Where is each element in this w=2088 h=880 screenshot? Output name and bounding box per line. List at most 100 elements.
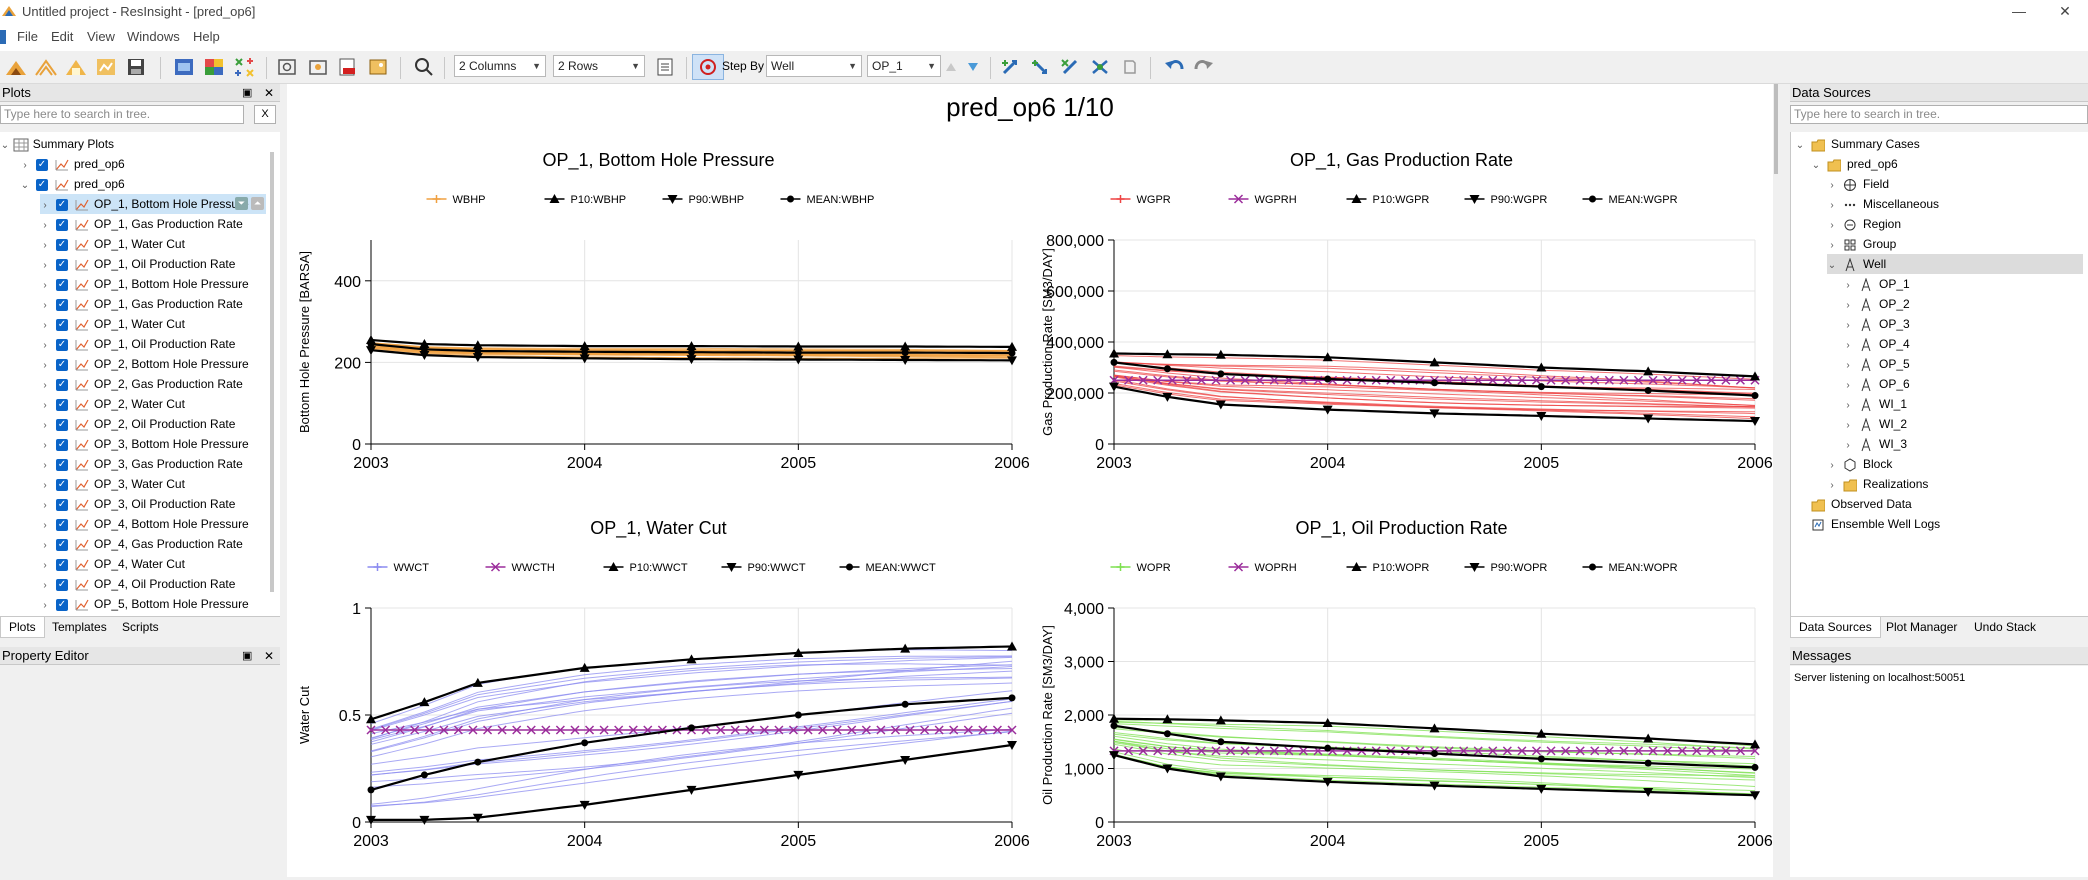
step-by-combo[interactable]: Well ▼ (766, 55, 862, 77)
expand-icon[interactable]: ⌄ (0, 140, 10, 151)
expand-icon[interactable]: › (43, 320, 47, 331)
expand-icon[interactable]: › (43, 340, 47, 351)
checkbox[interactable]: ✓ (56, 298, 68, 311)
expand-icon[interactable]: › (1846, 380, 1850, 391)
tree-row-realizations[interactable]: › Realizations (1827, 474, 1928, 494)
chart-water-cut[interactable]: OP_1, Water Cut WWCT WWCTH P10:WWCT P90:WWCT… (287, 502, 1030, 877)
expand-icon[interactable]: › (43, 380, 47, 391)
menu-view[interactable]: View (87, 29, 115, 44)
tree-row-op-4-water-cut[interactable]: › ✓ OP_4, Water Cut (40, 554, 185, 574)
tree-row-region[interactable]: › Region (1827, 214, 1901, 234)
tree-row-pred-op6[interactable]: › ✓ pred_op6 (20, 154, 124, 174)
tree-row-ensemble-well-logs[interactable]: Ensemble Well Logs (1795, 514, 1940, 534)
expand-icon[interactable]: › (43, 300, 47, 311)
3d-view-icon[interactable] (172, 55, 196, 79)
legend-item-wbhp[interactable]: WBHP (426, 194, 486, 206)
tree-row-op-3-oil-production-rate[interactable]: › ✓ OP_3, Oil Production Rate (40, 494, 235, 514)
clear-search-button[interactable]: X (254, 105, 276, 124)
tree-row-wi-3[interactable]: › WI_3 (1843, 434, 1907, 454)
chart-bottom-hole-pressure[interactable]: OP_1, Bottom Hole Pressure WBHP P10:WBHP P9… (287, 134, 1030, 499)
refresh-icon[interactable] (1118, 55, 1142, 79)
checkbox[interactable]: ✓ (56, 378, 68, 391)
tab-templates[interactable]: Templates (52, 620, 107, 634)
tree-row-op-4-gas-production-rate[interactable]: › ✓ OP_4, Gas Production Rate (40, 534, 242, 554)
export-pdf-icon[interactable] (336, 55, 360, 79)
expand-icon[interactable]: › (1846, 420, 1850, 431)
expand-icon[interactable]: › (1830, 220, 1834, 231)
checkbox[interactable]: ✓ (56, 438, 68, 451)
checkbox[interactable]: ✓ (56, 518, 68, 531)
tree-row-op-1-water-cut[interactable]: › ✓ OP_1, Water Cut (40, 234, 185, 254)
checkbox[interactable]: ✓ (56, 358, 68, 371)
tree-row-pred-op6[interactable]: ⌄ pred_op6 (1811, 154, 1898, 174)
expand-icon[interactable]: › (43, 420, 47, 431)
rows-combo[interactable]: 2 Rows ▼ (553, 55, 645, 77)
new-project-icon[interactable] (4, 55, 28, 79)
tree-row-well[interactable]: ⌄ Well (1827, 254, 2083, 274)
expand-icon[interactable]: › (43, 200, 47, 211)
expand-icon[interactable]: › (43, 600, 47, 611)
expand-icon[interactable]: › (43, 500, 47, 511)
tree-row-op-5-bottom-hole-pressure[interactable]: › ✓ OP_5, Bottom Hole Pressure (40, 594, 248, 614)
tree-row-op-1-bottom-hole-pressure[interactable]: › ✓ OP_1, Bottom Hole Pressure (40, 274, 248, 294)
expand-icon[interactable]: › (1846, 360, 1850, 371)
tree-row-op-2-bottom-hole-pressure[interactable]: › ✓ OP_2, Bottom Hole Pressure (40, 354, 248, 374)
snapshot-icon[interactable] (276, 55, 300, 79)
collapse-icon[interactable]: ⌄ (1811, 160, 1821, 171)
menu-help[interactable]: Help (193, 29, 220, 44)
legend-item-mean-wbhp[interactable]: MEAN:WBHP (780, 194, 875, 206)
save-icon[interactable] (124, 55, 148, 79)
legend-item-p10-wwct[interactable]: P10:WWCT (603, 562, 688, 574)
checkbox[interactable]: ✓ (56, 418, 68, 431)
legend-item-wwct[interactable]: WWCT (367, 562, 430, 574)
expand-icon[interactable]: › (43, 360, 47, 371)
legend-item-p10-wgpr[interactable]: P10:WGPR (1346, 194, 1430, 206)
menu-windows[interactable]: Windows (127, 29, 180, 44)
tab-data-sources[interactable]: Data Sources (1790, 617, 1881, 638)
import-summary-icon[interactable] (94, 55, 118, 79)
close-button[interactable]: ✕ (2059, 3, 2071, 19)
add-items-icon[interactable] (232, 55, 256, 79)
move-down-icon[interactable]: ⏷ (235, 197, 248, 210)
tree-row-op-4-oil-production-rate[interactable]: › ✓ OP_4, Oil Production Rate (40, 574, 235, 594)
checkbox[interactable]: ✓ (56, 278, 68, 291)
menu-edit[interactable]: Edit (51, 29, 74, 44)
expand-icon[interactable]: › (1830, 200, 1834, 211)
well-combo[interactable]: OP_1 ▼ (867, 55, 941, 77)
expand-icon[interactable]: › (23, 160, 27, 171)
create-cross-plot-icon[interactable] (1058, 55, 1082, 79)
tree-row-summary-plots[interactable]: ⌄ Summary Plots (0, 134, 114, 154)
legend-item-wwcth[interactable]: WWCTH (485, 562, 555, 574)
tree-row-op-4[interactable]: › OP_4 (1843, 334, 1909, 354)
checkbox[interactable]: ✓ (56, 578, 68, 591)
open-project-icon[interactable] (34, 55, 58, 79)
legend-item-p10-wbhp[interactable]: P10:WBHP (544, 194, 627, 206)
tree-row-observed-data[interactable]: Observed Data (1795, 494, 1912, 514)
collapse-icon[interactable]: ⌄ (20, 180, 30, 191)
chart-gas-production-rate[interactable]: OP_1, Gas Production Rate WGPR WGPRH P10:WG… (1030, 134, 1773, 499)
checkbox[interactable]: ✓ (56, 258, 68, 271)
expand-icon[interactable]: › (43, 560, 47, 571)
next-arrow-icon[interactable] (966, 60, 980, 74)
chart-oil-production-rate[interactable]: OP_1, Oil Production Rate WOPR WOPRH P10:WO… (1030, 502, 1773, 877)
tree-row-op-2-water-cut[interactable]: › ✓ OP_2, Water Cut (40, 394, 185, 414)
checkbox[interactable]: ✓ (56, 478, 68, 491)
tree-row-miscellaneous[interactable]: › Miscellaneous (1827, 194, 1939, 214)
tree-row-op-4-bottom-hole-pressure[interactable]: › ✓ OP_4, Bottom Hole Pressure (40, 514, 248, 534)
legend-item-woprh[interactable]: WOPRH (1228, 562, 1297, 574)
checkbox[interactable]: ✓ (56, 398, 68, 411)
legend-item-wgpr[interactable]: WGPR (1110, 194, 1171, 206)
append-plot-icon[interactable] (1028, 55, 1052, 79)
tree-row-group[interactable]: › Group (1827, 234, 1896, 254)
tree-row-op-2[interactable]: › OP_2 (1843, 294, 1909, 314)
checkbox[interactable]: ✓ (56, 598, 68, 611)
import-case-icon[interactable] (64, 55, 88, 79)
tree-row-wi-1[interactable]: › WI_1 (1843, 394, 1907, 414)
collapse-icon[interactable]: ⌄ (1827, 260, 1837, 271)
tree-row-op-3-gas-production-rate[interactable]: › ✓ OP_3, Gas Production Rate (40, 454, 242, 474)
expand-icon[interactable]: › (1846, 340, 1850, 351)
tree-row-block[interactable]: › Block (1827, 454, 1892, 474)
zoom-all-icon[interactable] (412, 55, 436, 79)
expand-icon[interactable]: › (1830, 240, 1834, 251)
expand-icon[interactable]: › (1846, 400, 1850, 411)
